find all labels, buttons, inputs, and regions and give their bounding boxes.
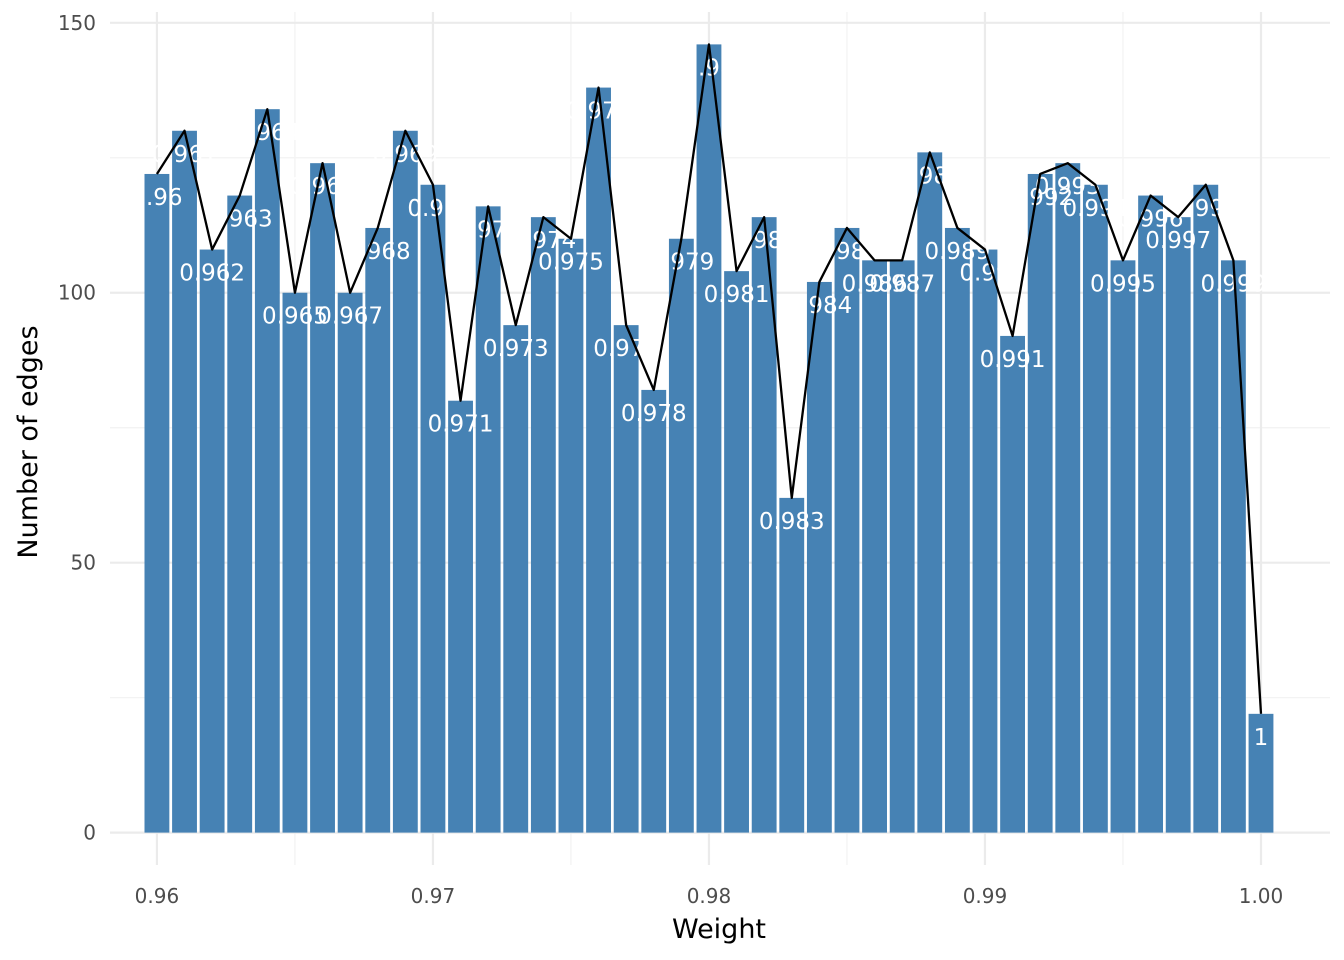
bar bbox=[834, 227, 860, 833]
bar bbox=[365, 227, 391, 833]
x-tick-label: 1.00 bbox=[1239, 884, 1284, 908]
bar-data-label: 0.997 bbox=[1145, 228, 1211, 254]
bar bbox=[558, 238, 584, 833]
bar-data-label: 0.978 bbox=[621, 401, 687, 427]
bar-data-label: 0.966 bbox=[290, 174, 356, 200]
bar bbox=[613, 325, 639, 833]
bar bbox=[420, 184, 446, 833]
bar-data-label: 0.984 bbox=[786, 293, 852, 319]
bar bbox=[1165, 217, 1191, 833]
bar-data-label: 0.992 bbox=[1007, 185, 1073, 211]
bar bbox=[448, 400, 473, 833]
bar bbox=[668, 238, 694, 833]
bar bbox=[392, 130, 418, 833]
bar-data-label: 0.983 bbox=[759, 509, 825, 535]
bar-data-label: 0.988 bbox=[897, 163, 963, 189]
bar-data-label: 0.964 bbox=[234, 120, 300, 146]
bar-data-label: 0.973 bbox=[483, 336, 549, 362]
bar bbox=[586, 87, 611, 833]
x-tick-label: 0.96 bbox=[135, 884, 180, 908]
bar bbox=[1082, 184, 1108, 833]
bar-data-label: 0.971 bbox=[428, 412, 494, 438]
y-tick-label: 150 bbox=[58, 11, 96, 35]
bar bbox=[254, 109, 280, 833]
bar-data-label: 0.979 bbox=[648, 250, 714, 276]
bar-data-label: 0.97 bbox=[407, 196, 458, 222]
bar-data-label: 0.976 bbox=[566, 99, 632, 125]
bar bbox=[806, 281, 832, 833]
bar bbox=[1000, 335, 1025, 833]
bar-data-label: 0.963 bbox=[207, 207, 273, 233]
bar-data-label: 0.986 bbox=[842, 271, 908, 297]
tick-labels: 0.96 0.97 0.98 0.99 1.00 0 50 100 150 bbox=[58, 11, 1283, 908]
bar bbox=[917, 152, 943, 833]
bar-data-label: 0.965 bbox=[262, 304, 328, 330]
bar bbox=[889, 260, 915, 833]
bar-data-label: 0.99 bbox=[959, 261, 1010, 287]
bar-data-label: 0.98 bbox=[683, 55, 734, 81]
trend-line-layer bbox=[155, 43, 1263, 714]
bar-data-label: 0.974 bbox=[510, 228, 576, 254]
bar bbox=[862, 260, 887, 833]
bar-data-label: 0.981 bbox=[704, 282, 770, 308]
bar-data-label: 0.995 bbox=[1090, 271, 1156, 297]
bars bbox=[144, 44, 1274, 833]
bar bbox=[475, 206, 501, 833]
bar-data-label: 1 bbox=[1254, 725, 1269, 751]
bar bbox=[724, 271, 749, 833]
bar-data-label: 0.96 bbox=[131, 185, 182, 211]
bar-data-label: 0.989 bbox=[924, 239, 990, 265]
bar-data-label: 0.975 bbox=[538, 250, 604, 276]
bar-data-label: 0.991 bbox=[980, 347, 1046, 373]
bar bbox=[282, 292, 308, 833]
bar bbox=[227, 195, 253, 833]
y-tick-label: 0 bbox=[83, 821, 96, 845]
x-tick-label: 0.98 bbox=[687, 884, 732, 908]
bar bbox=[144, 173, 170, 833]
bar-data-label: 0.977 bbox=[593, 336, 659, 362]
bar bbox=[1193, 184, 1219, 833]
bar bbox=[1055, 163, 1081, 833]
bar bbox=[1248, 713, 1274, 833]
bar-data-label: 0.968 bbox=[345, 239, 411, 265]
bar-data-label: 0.982 bbox=[731, 228, 797, 254]
bar bbox=[172, 130, 197, 833]
bar-data-label: 0.994 bbox=[1062, 196, 1128, 222]
bar-data-label: 0.972 bbox=[455, 217, 521, 243]
bar bbox=[944, 227, 970, 833]
bar bbox=[779, 497, 805, 833]
bar bbox=[1027, 173, 1053, 833]
bar bbox=[751, 217, 777, 833]
bar-data-label: 0.998 bbox=[1173, 196, 1239, 222]
bar bbox=[503, 325, 529, 833]
y-axis-title: Number of edges bbox=[13, 325, 44, 558]
x-tick-label: 0.99 bbox=[963, 884, 1008, 908]
y-tick-label: 50 bbox=[71, 551, 96, 575]
bar bbox=[1110, 260, 1136, 833]
bar bbox=[337, 292, 363, 833]
bar bbox=[641, 389, 667, 833]
trend-line bbox=[155, 43, 1263, 714]
bar-data-label: 0.962 bbox=[179, 261, 245, 287]
x-tick-label: 0.97 bbox=[411, 884, 456, 908]
bar-data-label: 0.985 bbox=[814, 239, 880, 265]
bar bbox=[696, 44, 722, 833]
x-axis-title: Weight bbox=[672, 914, 766, 945]
bar-data-label: 0.993 bbox=[1035, 174, 1101, 200]
bar-data-label: 0.987 bbox=[869, 271, 935, 297]
bar-data-label: 0.967 bbox=[317, 304, 383, 330]
bar bbox=[972, 249, 998, 833]
bar-labels: 0.96 0.961 0.962 0.963 0.964 0.965 0.966 0.967 0… bbox=[131, 55, 1268, 750]
bar-data-label: 0.969 bbox=[372, 142, 438, 168]
bar-data-label: 0.996 bbox=[1118, 207, 1184, 233]
y-tick-label: 100 bbox=[58, 281, 96, 305]
bar bbox=[530, 217, 556, 833]
bar bbox=[199, 249, 225, 833]
bar bbox=[310, 163, 335, 833]
bar-data-label: 0.961 bbox=[152, 142, 218, 168]
bar bbox=[1220, 260, 1246, 833]
bar bbox=[1138, 195, 1164, 833]
